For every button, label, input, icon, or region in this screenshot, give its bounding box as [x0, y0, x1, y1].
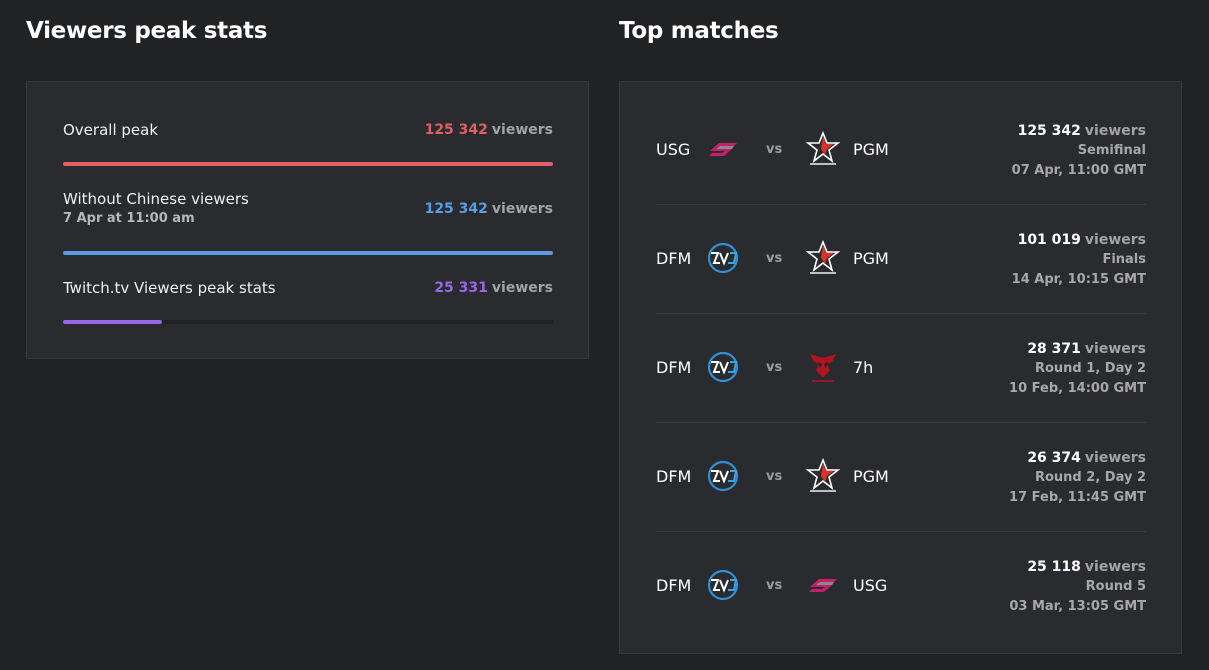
peak-stats-panel: Overall peak 125 342 viewers Without Chines… [26, 81, 589, 359]
match-info: 25 118 viewers Round 5 03 Mar, 13:05 GMT [1009, 557, 1146, 617]
team1-name: DFM [656, 358, 692, 377]
vs-label: vs [766, 360, 783, 375]
pentagram-logo [804, 239, 842, 277]
match-viewers: 28 371 viewers [1009, 339, 1146, 359]
match-viewers-number: 28 371 [1027, 341, 1081, 357]
top-matches-title: Top matches [619, 18, 779, 44]
match-divider [656, 204, 1146, 205]
match-date: 03 Mar, 13:05 GMT [1009, 599, 1146, 614]
match-info: 101 019 viewers Finals 14 Apr, 10:15 GMT [1012, 230, 1146, 290]
peak-stat-unit: viewers [491, 280, 553, 296]
match-viewers: 125 342 viewers [1012, 121, 1146, 141]
pentagram-logo [804, 130, 842, 168]
match-viewers-number: 25 118 [1027, 559, 1081, 575]
usg-logo [804, 566, 842, 604]
match-divider [656, 313, 1146, 314]
match-info: 125 342 viewers Semifinal 07 Apr, 11:00 GMT [1012, 121, 1146, 181]
match-viewers: 101 019 viewers [1012, 230, 1146, 250]
match-row[interactable]: DFM vs 7h 28 371 viewers Round 1, Day 2 10 Feb… [656, 313, 1146, 422]
peak-stat-bar [63, 251, 553, 255]
peak-stat-bar [63, 162, 553, 166]
peak-stat-value: 125 342 viewers [425, 122, 553, 138]
peak-stat-unit: viewers [491, 122, 553, 138]
match-stage: Round 1, Day 2 [1034, 361, 1146, 376]
peak-stat-value: 125 342 viewers [425, 201, 553, 217]
match-info: 26 374 viewers Round 2, Day 2 17 Feb, 11:45… [1009, 448, 1146, 508]
match-stage: Finals [1102, 252, 1146, 267]
match-stage: Round 2, Day 2 [1034, 470, 1146, 485]
vs-label: vs [766, 251, 783, 266]
match-row[interactable]: DFM vs PGM 101 019 viewers Finals 14 Apr, 10:1… [656, 204, 1146, 313]
match-viewers-number: 101 019 [1017, 232, 1081, 248]
team1-name: DFM [656, 249, 692, 268]
match-row[interactable]: USG vs PGM 125 342 viewers Semifinal 07 Apr, 1… [656, 95, 1146, 204]
peak-stat-bar-fill [63, 162, 553, 166]
peak-stats-title: Viewers peak stats [26, 18, 268, 44]
match-viewers-unit: viewers [1084, 559, 1146, 575]
team1-name: DFM [656, 576, 692, 595]
match-info: 28 371 viewers Round 1, Day 2 10 Feb, 14:00… [1009, 339, 1146, 399]
top-matches-panel: USG vs PGM 125 342 viewers Semifinal 07 Apr, 1… [619, 81, 1182, 654]
vs-label: vs [766, 142, 783, 157]
vs-label: vs [766, 578, 783, 593]
peak-stat-label: Without Chinese viewers [63, 190, 249, 208]
match-viewers: 26 374 viewers [1009, 448, 1146, 468]
peak-stat-unit: viewers [491, 201, 553, 217]
match-viewers-unit: viewers [1084, 450, 1146, 466]
dfm-logo [704, 239, 742, 277]
team2-name: USG [853, 576, 888, 595]
team2-name: 7h [853, 358, 874, 377]
peak-stat-value: 25 331 viewers [434, 280, 553, 296]
match-viewers-unit: viewers [1084, 123, 1146, 139]
match-date: 07 Apr, 11:00 GMT [1011, 163, 1146, 178]
peak-stat-bar-fill [63, 251, 553, 255]
team1-name: USG [656, 140, 691, 159]
match-row[interactable]: DFM vs PGM 26 374 viewers Round 2, Day 2 17 Fe… [656, 422, 1146, 531]
peak-stat-label: Twitch.tv Viewers peak stats [63, 279, 276, 297]
match-divider [656, 422, 1146, 423]
peak-stat-bar-fill [63, 320, 162, 324]
match-stage: Round 5 [1085, 579, 1146, 594]
match-viewers-unit: viewers [1084, 341, 1146, 357]
match-viewers-number: 125 342 [1017, 123, 1081, 139]
dfm-logo [704, 566, 742, 604]
match-divider [656, 531, 1146, 532]
vs-label: vs [766, 469, 783, 484]
dfm-logo [704, 348, 742, 386]
team2-name: PGM [853, 467, 889, 486]
peak-stat-bar [63, 320, 553, 324]
7h-logo [804, 348, 842, 386]
match-date: 14 Apr, 10:15 GMT [1011, 272, 1146, 287]
match-date: 17 Feb, 11:45 GMT [1009, 490, 1146, 505]
match-stage: Semifinal [1077, 143, 1146, 158]
pentagram-logo [804, 457, 842, 495]
peak-stat-label: Overall peak [63, 121, 159, 139]
match-row[interactable]: DFM vs USG 25 118 viewers Round 5 03 Mar, 13:0… [656, 531, 1146, 640]
match-viewers-unit: viewers [1084, 232, 1146, 248]
peak-stat-number: 125 342 [424, 201, 488, 217]
dfm-logo [704, 457, 742, 495]
team2-name: PGM [853, 140, 889, 159]
team1-name: DFM [656, 467, 692, 486]
peak-stat-number: 25 331 [434, 280, 488, 296]
team2-name: PGM [853, 249, 889, 268]
usg-logo [704, 130, 742, 168]
peak-stat-number: 125 342 [424, 122, 488, 138]
peak-stat-sublabel: 7 Apr at 11:00 am [63, 211, 195, 226]
match-viewers-number: 26 374 [1027, 450, 1081, 466]
match-date: 10 Feb, 14:00 GMT [1009, 381, 1146, 396]
match-viewers: 25 118 viewers [1009, 557, 1146, 577]
